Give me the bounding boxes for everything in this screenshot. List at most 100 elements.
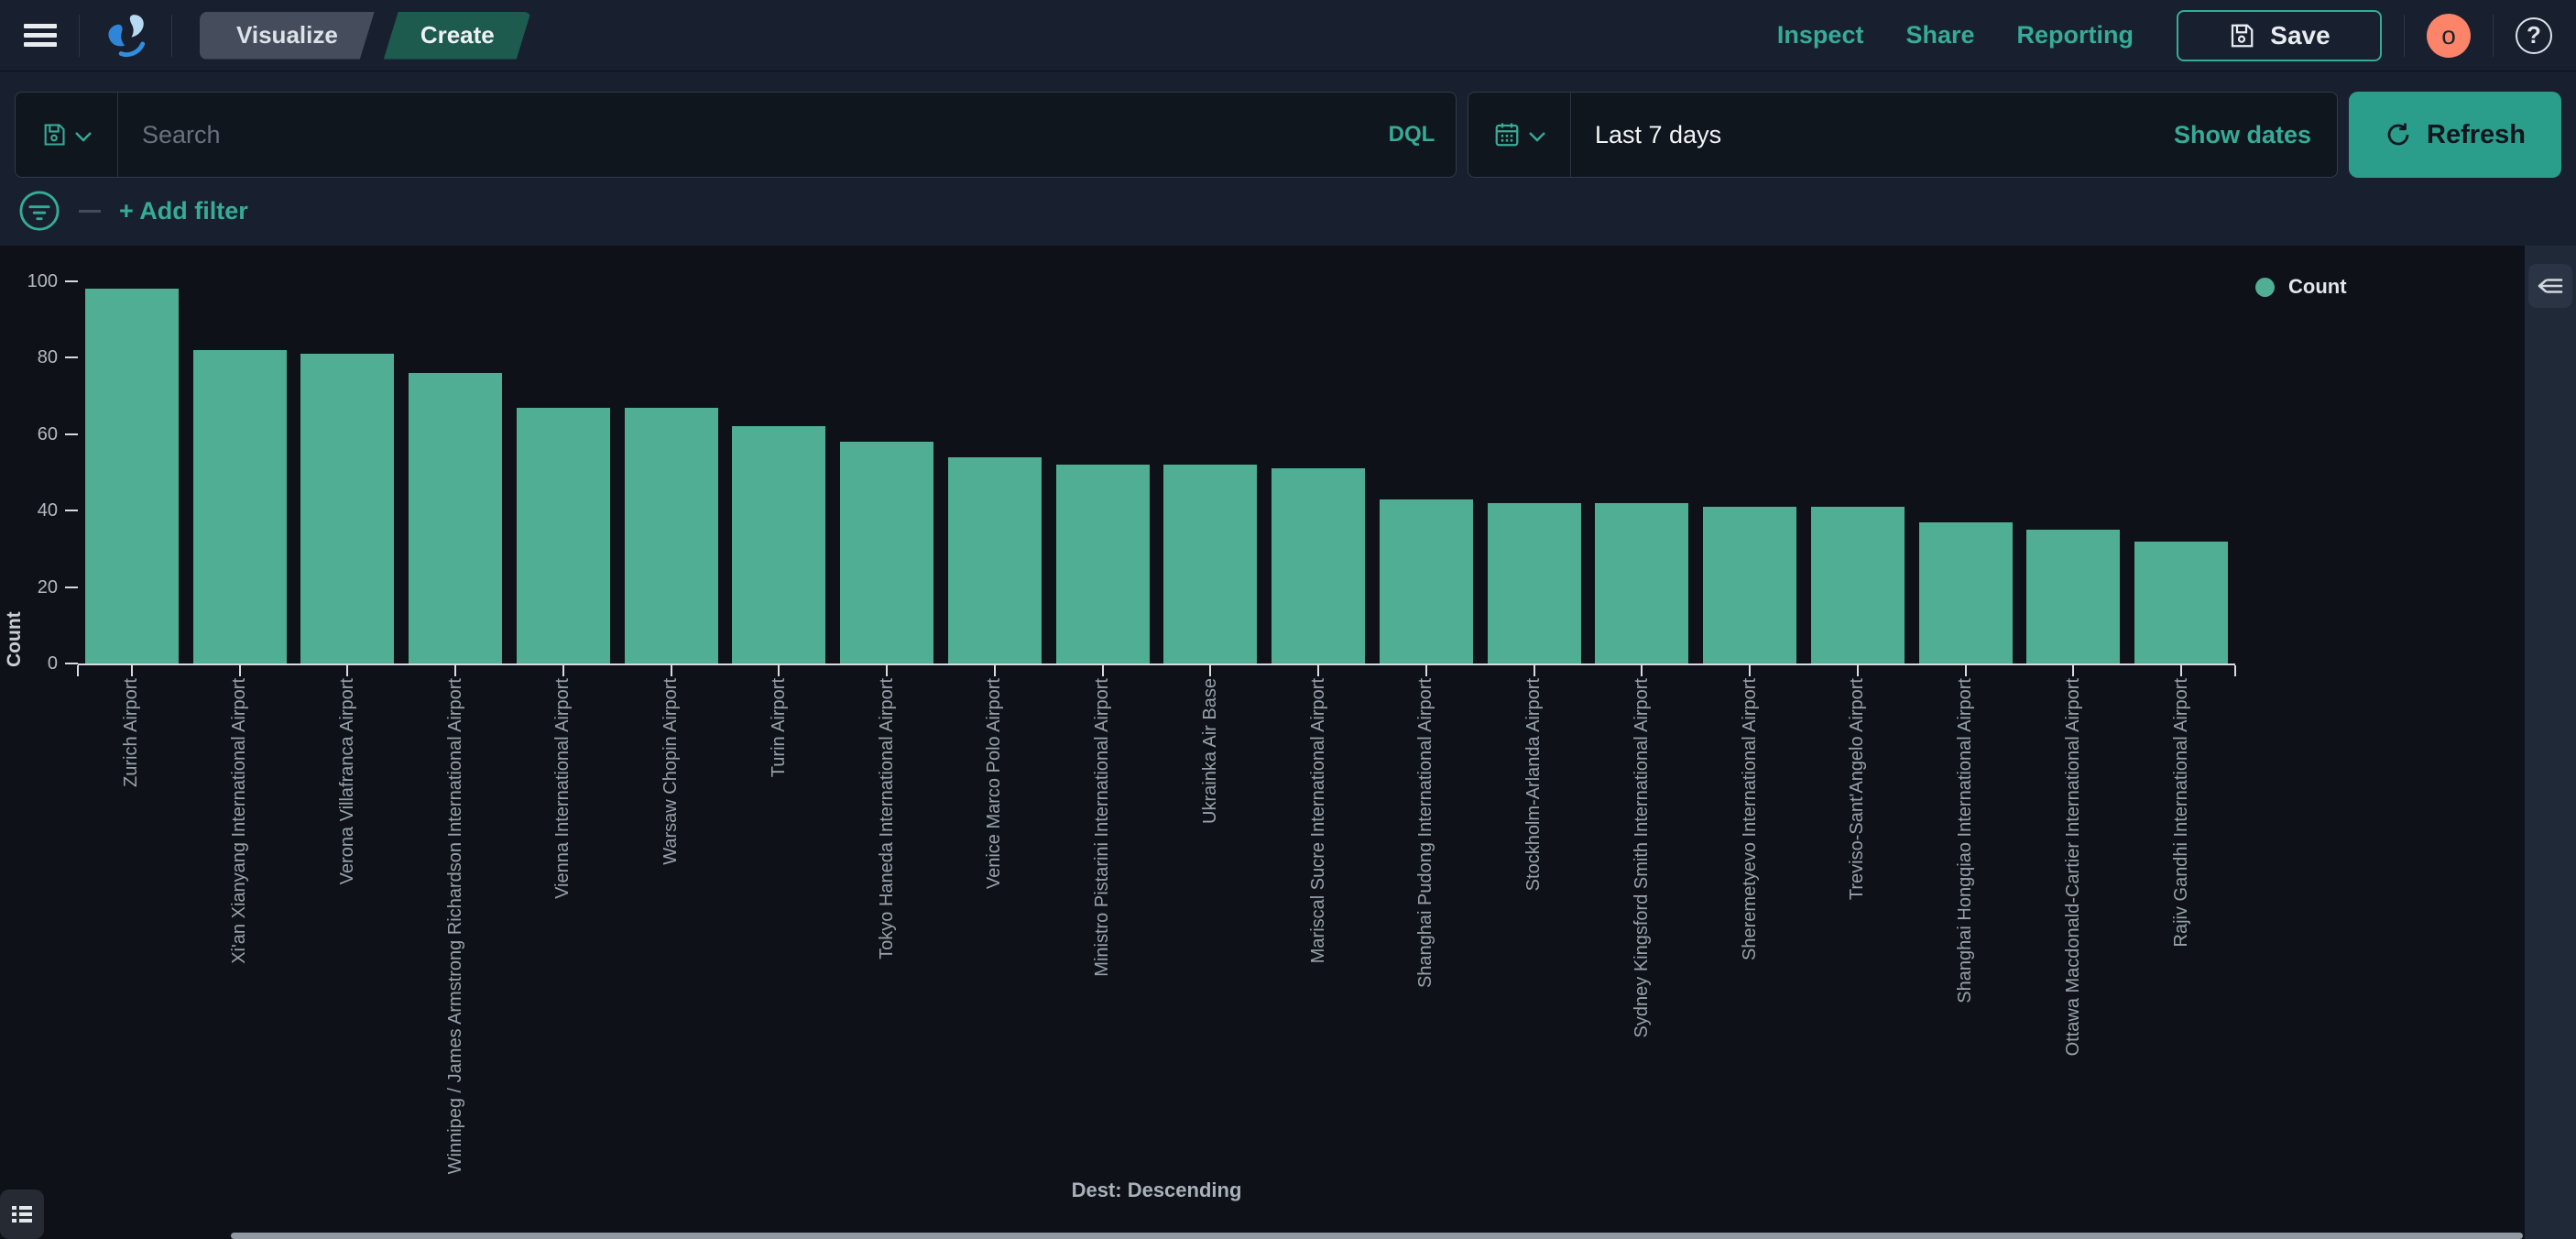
x-tick-label: Venice Marco Polo Airport [984, 678, 1005, 889]
bar-slot [1804, 281, 1912, 663]
bar-chart-panel: Count 020406080100 Zurich AirportXi'an X… [0, 246, 2525, 1239]
bar-slot [2020, 281, 2128, 663]
breadcrumb-visualize[interactable]: Visualize [200, 12, 375, 60]
bar[interactable] [517, 408, 610, 663]
bar[interactable] [625, 408, 718, 663]
bar-slot [833, 281, 941, 663]
x-tick-label: Ottawa Macdonald-Cartier International A… [2063, 678, 2084, 1056]
y-tick-label: 0 [0, 653, 58, 674]
y-tick-mark [65, 587, 78, 588]
bar[interactable] [1488, 503, 1581, 663]
x-tick-mark [994, 665, 996, 676]
breadcrumb-create[interactable]: Create [384, 12, 531, 60]
share-link[interactable]: Share [1905, 21, 1974, 49]
opensearch-visualize-app: Visualize Create Inspect Share Reporting… [0, 0, 2576, 1239]
header-divider [2493, 15, 2494, 57]
query-language-button[interactable]: DQL [1368, 93, 1456, 177]
menu-button[interactable] [24, 23, 57, 49]
reporting-link[interactable]: Reporting [2017, 21, 2134, 49]
x-tick-mark [1317, 665, 1319, 676]
x-label-column: Xi'an Xianyang International Airport [186, 678, 294, 1210]
user-avatar[interactable]: o [2427, 14, 2471, 58]
inspect-link[interactable]: Inspect [1777, 21, 1864, 49]
bar[interactable] [840, 442, 933, 663]
x-tick-mark [1857, 665, 1859, 676]
bar[interactable] [85, 289, 179, 663]
y-tick-mark [65, 280, 78, 282]
chart-options-button[interactable] [0, 1190, 44, 1239]
bar-slot [294, 281, 402, 663]
x-tick-mark [1641, 665, 1643, 676]
bar-slot [78, 281, 186, 663]
quick-select-date-button[interactable] [1468, 93, 1571, 177]
bar-slot [1588, 281, 1697, 663]
horizontal-scrollbar[interactable] [231, 1233, 2523, 1239]
refresh-button[interactable]: Refresh [2349, 92, 2561, 178]
x-label-column: Rajiv Gandhi International Airport [2127, 678, 2235, 1210]
filter-circle-icon [18, 190, 60, 232]
y-tick-label: 20 [0, 577, 58, 598]
x-tick-mark [1209, 665, 1211, 676]
saved-query-disk-icon [41, 122, 67, 148]
list-icon [7, 1200, 37, 1229]
bar-slot [186, 281, 294, 663]
show-dates-button[interactable]: Show dates [2168, 93, 2337, 177]
x-label-column: Mariscal Sucre International Airport [1264, 678, 1372, 1210]
header-divider [2404, 15, 2405, 57]
bar[interactable] [1056, 465, 1150, 663]
expand-panel-button[interactable] [2528, 264, 2572, 308]
plot-area: 020406080100 [78, 281, 2235, 665]
bar[interactable] [193, 350, 287, 663]
y-tick-label: 100 [0, 271, 58, 291]
x-axis-edge-tick [2234, 665, 2236, 676]
bar-slot [1372, 281, 1480, 663]
bar[interactable] [1703, 507, 1796, 663]
visualization-area: Count 020406080100 Zurich AirportXi'an X… [0, 246, 2576, 1239]
x-tick-label: Sydney Kingsford Smith International Air… [1632, 678, 1653, 1037]
bar[interactable] [1163, 465, 1257, 663]
save-button[interactable]: Save [2177, 10, 2382, 61]
x-tick-label: Ministro Pistarini International Airport [1092, 678, 1113, 977]
saved-queries-button[interactable] [16, 93, 118, 177]
bars-container [78, 281, 2235, 663]
bar[interactable] [948, 457, 1042, 663]
bar-slot [509, 281, 617, 663]
bar[interactable] [1595, 503, 1688, 663]
x-tick-mark [1425, 665, 1427, 676]
help-button[interactable]: ? [2516, 17, 2552, 54]
x-label-column: Treviso-Sant'Angelo Airport [1804, 678, 1912, 1210]
bar[interactable] [732, 426, 825, 663]
legend-item-count[interactable]: Count [2255, 275, 2347, 299]
x-label-column: Sydney Kingsford Smith International Air… [1588, 678, 1697, 1210]
opensearch-logo-icon [102, 12, 149, 60]
x-tick-mark [131, 665, 133, 676]
app-header: Visualize Create Inspect Share Reporting… [0, 0, 2576, 71]
x-tick-label: Rajiv Gandhi International Airport [2171, 678, 2192, 948]
y-tick-mark [65, 510, 78, 511]
date-range-value[interactable]: Last 7 days [1571, 93, 2168, 177]
x-tick-label: Shanghai Pudong International Airport [1415, 678, 1436, 988]
date-picker-bar: Last 7 days Show dates [1468, 92, 2338, 178]
search-input[interactable] [118, 93, 1368, 177]
bar[interactable] [2026, 530, 2120, 663]
bar[interactable] [300, 354, 394, 663]
change-all-filters-button[interactable] [18, 190, 60, 232]
filter-bar: + Add filter [0, 178, 2576, 244]
x-tick-mark [346, 665, 348, 676]
add-filter-link[interactable]: + Add filter [119, 197, 248, 225]
y-tick-mark [65, 356, 78, 358]
bar[interactable] [409, 373, 502, 663]
bar[interactable] [1380, 499, 1473, 663]
bar[interactable] [1919, 522, 2013, 663]
bar-slot [941, 281, 1049, 663]
collapse-left-icon [2536, 271, 2565, 301]
x-tick-label: Ukrainka Air Base [1200, 678, 1221, 824]
bar[interactable] [1272, 468, 1365, 663]
bar[interactable] [1811, 507, 1905, 663]
bar[interactable] [2134, 542, 2228, 663]
x-label-column: Vienna International Airport [509, 678, 617, 1210]
x-tick-label: Winnipeg / James Armstrong Richardson In… [445, 678, 466, 1174]
legend-color-dot [2255, 278, 2275, 297]
collapsed-editor-rail [2525, 246, 2576, 1239]
x-label-column: Venice Marco Polo Airport [941, 678, 1049, 1210]
